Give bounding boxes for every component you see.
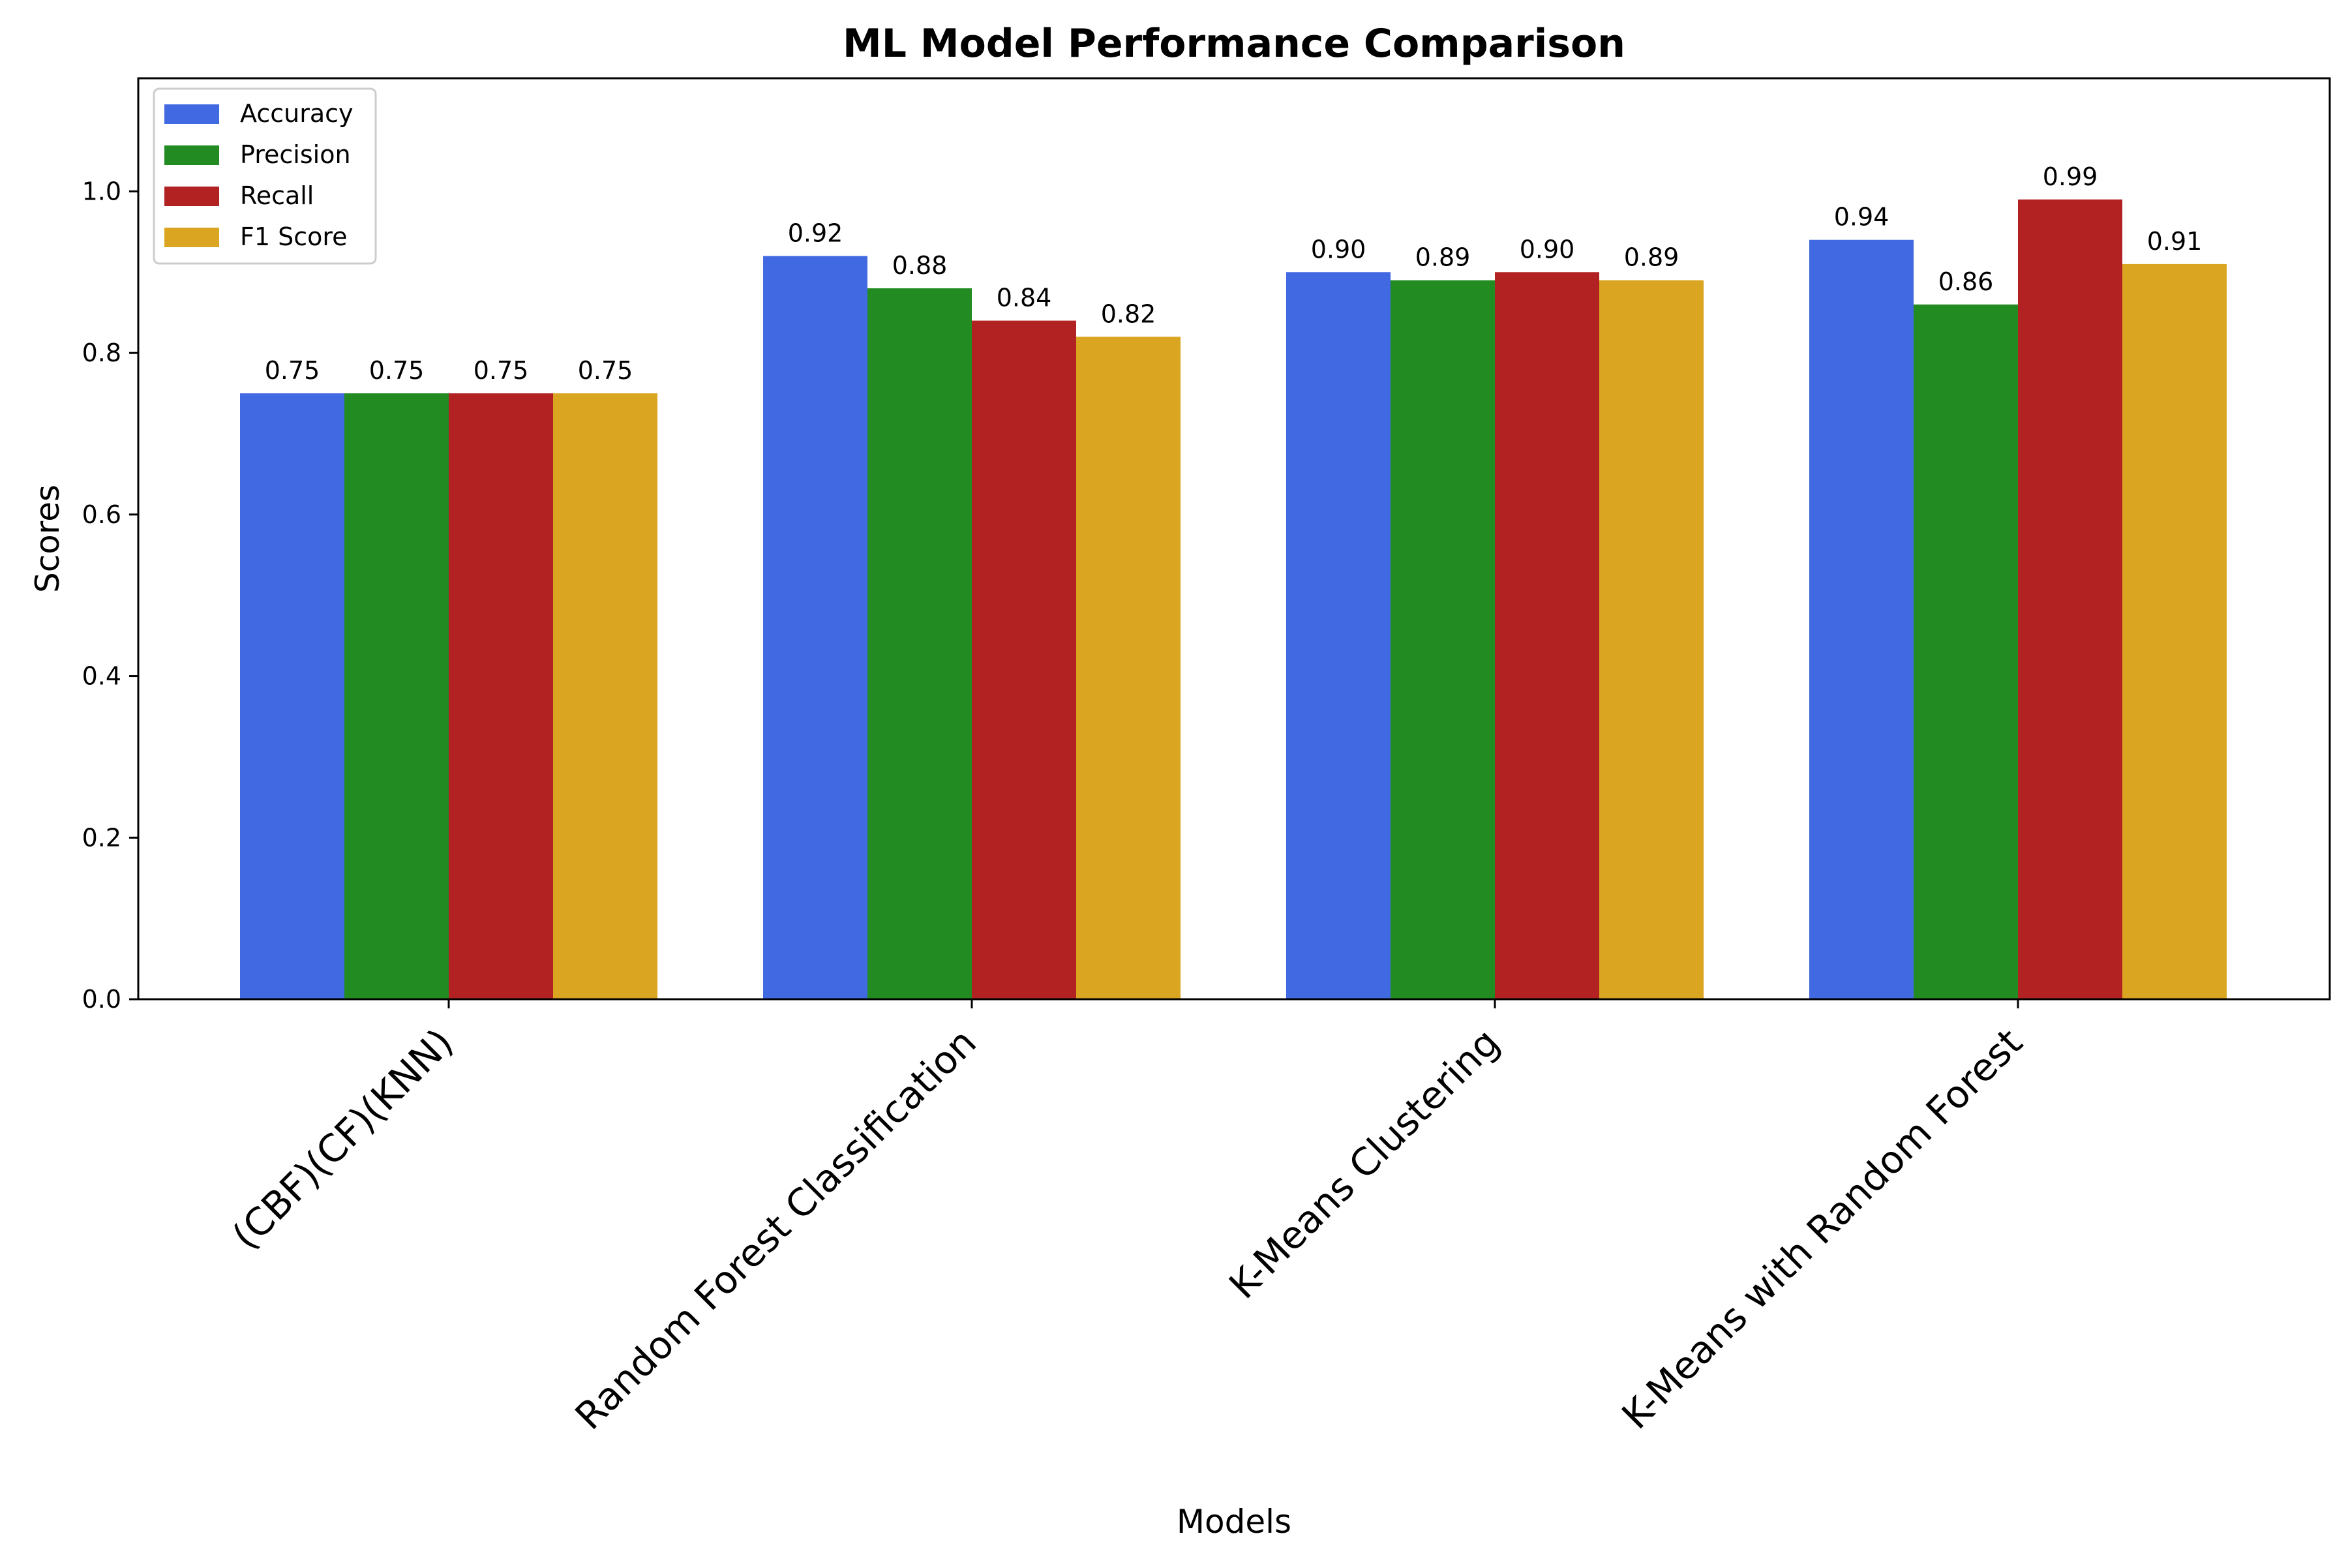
legend-label: F1 Score xyxy=(240,222,348,251)
legend-swatch xyxy=(164,187,219,206)
bar xyxy=(1809,239,1914,1000)
bar xyxy=(344,393,449,999)
y-tick-label: 0.4 xyxy=(82,662,121,691)
y-tick-label: 0.6 xyxy=(82,500,121,529)
bar xyxy=(553,393,657,999)
bar xyxy=(1076,337,1181,999)
bar xyxy=(763,256,867,1000)
legend-swatch xyxy=(164,228,219,247)
legend-box xyxy=(153,87,377,265)
legend-label: Precision xyxy=(240,140,351,169)
bar xyxy=(1495,272,1599,999)
bar xyxy=(867,288,972,999)
bar xyxy=(1599,280,1704,999)
bar-value-label: 0.84 xyxy=(997,284,1052,312)
bar xyxy=(240,393,344,999)
plot-frame xyxy=(137,77,2331,1001)
chart-title: ML Model Performance Comparison xyxy=(843,21,1625,67)
value-labels-layer: 0.75 0.92 0.90 0.94 0.75 0.88 0.89 0.86 0.75 0.84… xyxy=(265,162,2203,385)
bar-value-label: 0.82 xyxy=(1101,299,1156,328)
bar xyxy=(2018,199,2122,1000)
bar-value-label: 0.89 xyxy=(1624,243,1679,272)
x-axis-title: Models xyxy=(1177,1503,1291,1541)
legend-label: Recall xyxy=(240,181,314,210)
bar-value-label: 0.75 xyxy=(369,356,425,385)
y-tick-label: 0.2 xyxy=(82,823,121,852)
y-tick-label: 0.8 xyxy=(82,339,121,367)
y-tick-label: 0.0 xyxy=(82,985,121,1014)
legend-swatch xyxy=(164,104,219,124)
bar-value-label: 0.92 xyxy=(788,219,843,247)
legend-swatch xyxy=(164,145,219,165)
bar-value-label: 0.75 xyxy=(474,356,529,385)
legend: Accuracy Precision Recall F1 Score xyxy=(153,87,377,265)
bar-value-label: 0.94 xyxy=(1834,203,1889,232)
bar xyxy=(972,320,1076,999)
bar-value-label: 0.86 xyxy=(1938,267,1994,296)
y-tick-label: 1.0 xyxy=(82,177,121,205)
legend-label: Accuracy xyxy=(240,99,354,128)
y-axis: 0.0 0.2 0.4 0.6 0.8 1.0 xyxy=(82,177,138,1014)
bars-layer xyxy=(240,199,2227,1000)
bar-value-label: 0.90 xyxy=(1520,235,1575,264)
bar-value-label: 0.99 xyxy=(2043,162,2098,191)
bar xyxy=(1391,280,1495,999)
bar-value-label: 0.90 xyxy=(1311,235,1366,264)
bar xyxy=(2122,264,2227,999)
bar-value-label: 0.88 xyxy=(892,251,948,280)
bar-value-label: 0.91 xyxy=(2147,227,2203,256)
bar-value-label: 0.89 xyxy=(1415,243,1471,272)
y-axis-title: Scores xyxy=(29,485,67,593)
bar-value-label: 0.75 xyxy=(578,356,633,385)
bar xyxy=(1286,272,1391,999)
bar xyxy=(1914,304,2018,999)
bar xyxy=(449,393,553,999)
bar-value-label: 0.75 xyxy=(265,356,320,385)
